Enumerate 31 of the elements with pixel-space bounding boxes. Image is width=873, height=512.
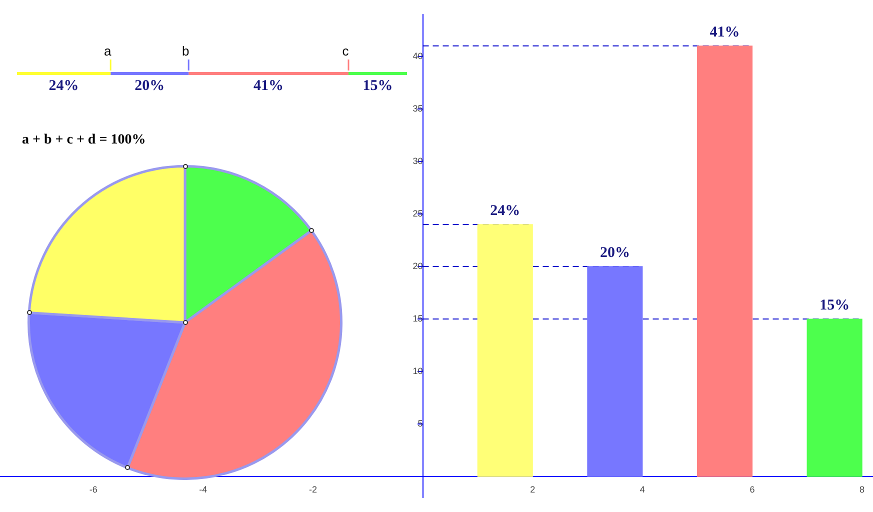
annotation: a [104,44,112,59]
x-tick-label: 6 [750,484,755,494]
x-tick-label: -4 [199,484,208,494]
y-tick-label: 10 [412,366,423,376]
x-tick-label: -2 [308,484,317,494]
bar [806,318,862,477]
annotation: b [182,44,190,59]
y-tick-label: 35 [412,103,423,114]
y-tick-label: 25 [412,208,423,218]
bar [587,266,643,477]
bar [696,46,753,477]
x-tick-label: 8 [860,484,865,494]
data-label: 15% [362,78,393,94]
data-label: 24% [490,202,520,219]
y-tick-label: 15 [412,314,423,324]
y-tick-label: 20 [412,260,423,271]
data-label: 41% [710,24,740,40]
bar [477,224,533,477]
annotation: c [342,44,350,59]
x-tick-label: 4 [640,484,645,494]
x-tick-label: -6 [89,484,98,494]
annotation: a + b + c + d = 100% [22,132,146,148]
y-tick-label: 40 [412,50,423,61]
data-label: 15% [820,297,850,314]
data-label: 41% [254,78,284,94]
data-label: 24% [48,78,79,94]
y-tick-label: 30 [412,156,423,166]
x-tick-label: 2 [530,484,536,494]
data-label: 20% [600,244,630,261]
data-label: 20% [134,78,165,94]
bar [348,72,407,75]
